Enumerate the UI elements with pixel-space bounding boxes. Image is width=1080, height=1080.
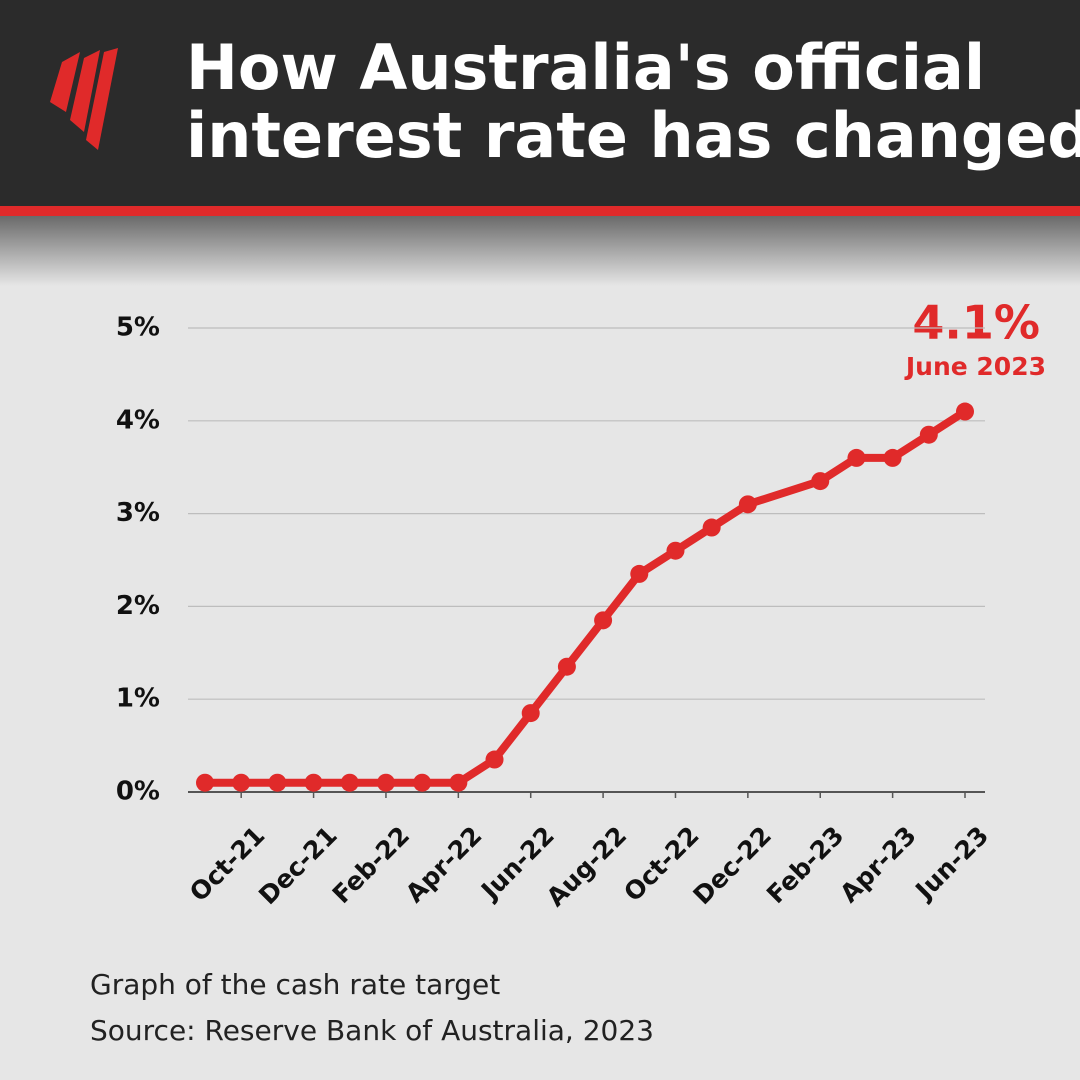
- point: [485, 750, 504, 769]
- point: [304, 773, 323, 792]
- point: [449, 773, 468, 792]
- logo: [50, 48, 118, 150]
- point: [883, 448, 902, 467]
- point: [847, 448, 866, 467]
- point: [811, 472, 830, 491]
- chart-title: How Australia's official: [186, 31, 985, 104]
- point: [594, 611, 613, 630]
- header-shadow: [0, 216, 1080, 286]
- y-tick-label: 0%: [116, 777, 160, 807]
- y-tick-label: 2%: [116, 591, 160, 621]
- point: [630, 564, 649, 583]
- point: [232, 773, 251, 792]
- point: [702, 518, 721, 537]
- point: [413, 773, 432, 792]
- point: [666, 541, 685, 560]
- y-tick-label: 3%: [116, 498, 160, 528]
- note: Source: Reserve Bank of Australia, 2023: [90, 1014, 654, 1047]
- point: [956, 402, 974, 421]
- header: [0, 0, 1080, 206]
- annotation: 4.1%: [912, 296, 1040, 350]
- point: [557, 657, 576, 676]
- point: [340, 773, 359, 792]
- point: [738, 495, 757, 514]
- point: [521, 704, 540, 723]
- chart-title: interest rate has changed: [186, 99, 1080, 172]
- y-tick-label: 5%: [116, 313, 160, 343]
- point: [268, 773, 287, 792]
- point: [376, 773, 395, 792]
- header-rule: [0, 206, 1080, 216]
- y-tick-label: 4%: [116, 405, 160, 435]
- annotation-subtext: June 2023: [904, 352, 1046, 381]
- y-tick-label: 1%: [116, 684, 160, 714]
- point: [196, 773, 214, 792]
- note: Graph of the cash rate target: [90, 968, 500, 1001]
- point: [919, 425, 938, 444]
